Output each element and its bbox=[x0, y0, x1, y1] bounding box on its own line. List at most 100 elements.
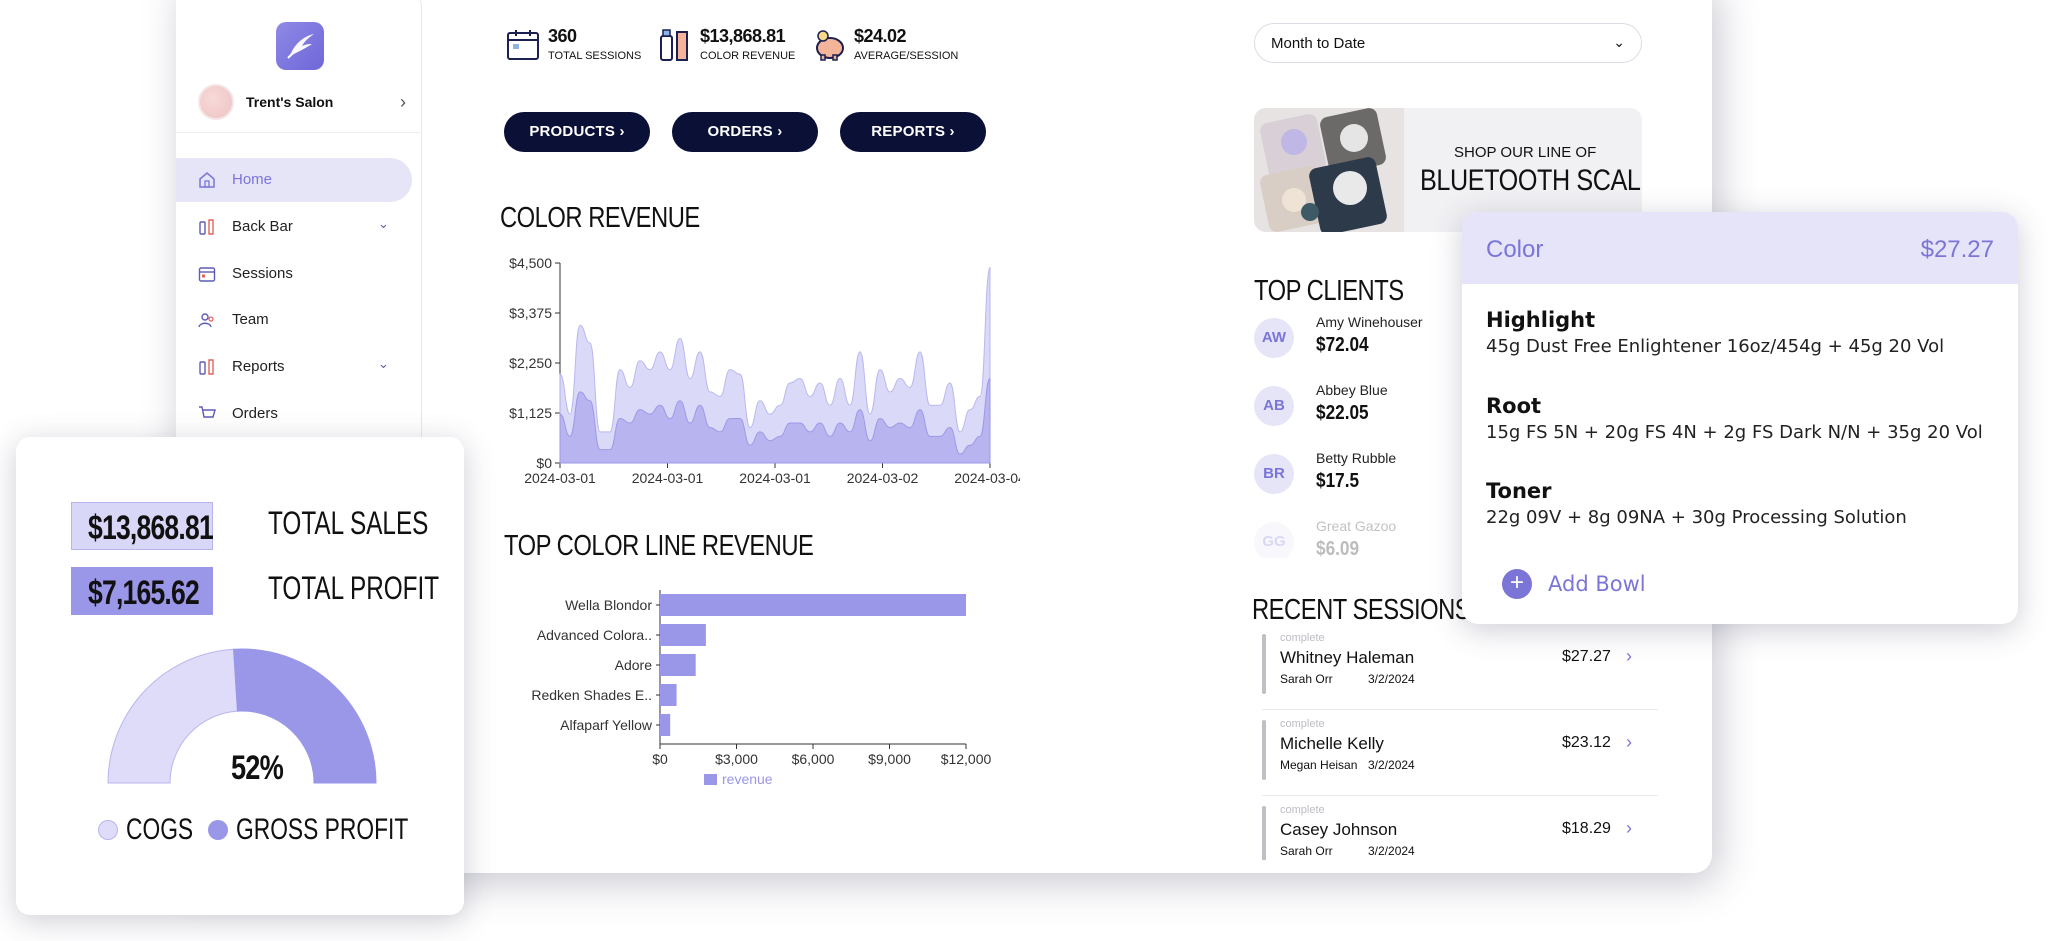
session-date: 3/2/2024 bbox=[1368, 758, 1415, 772]
total-profit-label: TOTAL PROFIT bbox=[268, 570, 440, 606]
session-row[interactable]: complete Casey Johnson Sarah Orr 3/2/202… bbox=[1262, 800, 1658, 860]
x-tick-label: 2024-03-01 bbox=[524, 470, 596, 486]
app-logo[interactable] bbox=[276, 22, 324, 70]
banner-line2: BLUETOOTH SCALES bbox=[1420, 164, 1642, 197]
sidebar-item-home[interactable]: Home bbox=[176, 158, 412, 202]
orders-button-label: ORDERS bbox=[707, 123, 773, 140]
calendar-icon bbox=[507, 30, 539, 60]
legend-label: revenue bbox=[722, 771, 773, 787]
sidebar-item-sessions[interactable]: Sessions bbox=[176, 252, 412, 296]
bowl-item[interactable]: Toner 22g 09V + 8g 09NA + 30g Processing… bbox=[1486, 479, 1907, 528]
sales-profit-card: $13,868.81 TOTAL SALES $7,165.62 TOTAL P… bbox=[16, 437, 464, 915]
chevron-down-icon[interactable]: ⌄ bbox=[378, 216, 389, 231]
x-tick-label: 2024-03-02 bbox=[847, 470, 919, 486]
session-status-bar bbox=[1262, 720, 1266, 780]
chevron-down-icon: ⌄ bbox=[1613, 34, 1625, 50]
session-row[interactable]: complete Whitney Haleman Sarah Orr 3/2/2… bbox=[1262, 628, 1658, 710]
x-tick-label: $9,000 bbox=[868, 751, 911, 767]
revenue-bar bbox=[660, 714, 671, 736]
orders-button[interactable]: ORDERS › bbox=[672, 112, 818, 152]
client-avatar: BR bbox=[1254, 454, 1294, 494]
stat-value: $24.02 bbox=[854, 26, 907, 46]
session-status-bar bbox=[1262, 806, 1266, 860]
x-tick-label: 2024-03-04 bbox=[954, 470, 1020, 486]
color-service-card: Color $27.27 Highlight 45g Dust Free Enl… bbox=[1462, 212, 2018, 624]
stat-value: 360 bbox=[548, 26, 577, 46]
bottles-icon bbox=[660, 29, 688, 61]
session-status-bar bbox=[1262, 634, 1266, 694]
sidebar-item-back-bar[interactable]: Back Bar ⌄ bbox=[176, 205, 412, 249]
bowl-item[interactable]: Root 15g FS 5N + 20g FS 4N + 2g FS Dark … bbox=[1486, 394, 1983, 443]
client-avatar: AW bbox=[1254, 318, 1294, 358]
session-amount: $27.27 bbox=[1562, 648, 1611, 665]
gauge-percent: 52% bbox=[230, 749, 284, 787]
x-tick-label: 2024-03-01 bbox=[739, 470, 811, 486]
salon-avatar bbox=[198, 84, 234, 120]
sidebar: Trent's Salon › Home Back Bar ⌄ Sessions… bbox=[176, 0, 422, 460]
client-item[interactable]: AB Abbey Blue $22.05 bbox=[1254, 380, 1494, 430]
category-label: Alfaparf Yellow bbox=[560, 717, 653, 733]
profit-gauge-chart bbox=[107, 648, 377, 784]
x-tick-label: $6,000 bbox=[792, 751, 835, 767]
total-sales-box: $13,868.81 bbox=[71, 502, 214, 550]
bowl-name: Root bbox=[1486, 394, 1542, 418]
client-item[interactable]: BR Betty Rubble $17.5 bbox=[1254, 448, 1494, 498]
chevron-right-icon: › bbox=[1626, 646, 1632, 666]
session-stylist: Sarah Orr bbox=[1280, 672, 1333, 686]
sidebar-item-label: Back Bar bbox=[232, 218, 293, 235]
chevron-right-icon: › bbox=[949, 123, 955, 140]
total-profit-value: $7,165.62 bbox=[88, 574, 200, 612]
y-tick-label: $1,125 bbox=[509, 405, 552, 421]
y-tick-label: $0 bbox=[536, 455, 552, 471]
legend-swatch bbox=[704, 774, 717, 785]
stat-label: COLOR REVENUE bbox=[700, 50, 796, 62]
y-tick-label: $4,500 bbox=[509, 255, 552, 271]
revenue-bar bbox=[660, 684, 677, 706]
stat-value: $13,868.81 bbox=[700, 26, 786, 46]
bowl-name: Toner bbox=[1486, 479, 1552, 503]
products-button[interactable]: PRODUCTS › bbox=[504, 112, 650, 152]
client-name: Amy Winehouser bbox=[1316, 314, 1423, 330]
session-client: Michelle Kelly bbox=[1280, 734, 1384, 753]
sidebar-item-label: Orders bbox=[232, 405, 278, 422]
y-tick-label: $3,375 bbox=[509, 305, 552, 321]
client-item[interactable]: GG Great Gazoo $6.09 bbox=[1254, 516, 1494, 558]
top-clients-title: TOP CLIENTS bbox=[1254, 275, 1404, 307]
session-stylist: Megan Heisan bbox=[1280, 758, 1358, 772]
total-sales-value: $13,868.81 bbox=[88, 509, 214, 547]
salon-name: Trent's Salon bbox=[246, 94, 334, 110]
date-range-select[interactable]: Month to Date ⌄ bbox=[1254, 23, 1642, 63]
client-avatar: GG bbox=[1254, 522, 1294, 558]
reports-button[interactable]: REPORTS › bbox=[840, 112, 986, 152]
session-row[interactable]: complete Michelle Kelly Megan Heisan 3/2… bbox=[1262, 714, 1658, 796]
feather-logo-icon bbox=[287, 34, 314, 59]
chevron-right-icon: › bbox=[1626, 818, 1632, 838]
session-stylist: Sarah Orr bbox=[1280, 844, 1333, 858]
sidebar-item-label: Team bbox=[232, 311, 269, 328]
stat-label: AVERAGE/SESSION bbox=[854, 50, 959, 62]
color-revenue-chart: $0 $1,125 $2,250 $3,375 $4,500 2024-03-01 2024… bbox=[509, 255, 1020, 486]
client-name: Abbey Blue bbox=[1316, 382, 1388, 398]
sidebar-item-orders[interactable]: Orders bbox=[176, 392, 412, 436]
team-icon bbox=[198, 311, 216, 329]
home-icon bbox=[198, 171, 216, 189]
session-date: 3/2/2024 bbox=[1368, 844, 1415, 858]
bluetooth-scales-banner[interactable]: SHOP OUR LINE OF BLUETOOTH SCALES bbox=[1254, 108, 1642, 232]
plus-icon: + bbox=[1502, 569, 1532, 599]
chevron-right-icon: › bbox=[619, 123, 625, 140]
bowl-name: Highlight bbox=[1486, 308, 1596, 332]
chevron-down-icon[interactable]: ⌄ bbox=[378, 356, 389, 371]
add-bowl-label: Add Bowl bbox=[1548, 572, 1646, 596]
cogs-legend-label: COGS bbox=[126, 813, 194, 846]
x-tick-label: 2024-03-01 bbox=[632, 470, 704, 486]
salon-switcher[interactable]: Trent's Salon › bbox=[198, 84, 406, 124]
chevron-right-icon: › bbox=[777, 123, 783, 140]
gross-profit-slice bbox=[233, 648, 377, 784]
sidebar-item-reports[interactable]: Reports ⌄ bbox=[176, 345, 412, 389]
client-item[interactable]: AW Amy Winehouser $72.04 bbox=[1254, 312, 1494, 362]
piggy-bank-icon bbox=[816, 30, 844, 61]
gross-profit-legend-label: GROSS PROFIT bbox=[236, 813, 409, 846]
gross-profit-legend-swatch bbox=[208, 820, 228, 840]
sidebar-item-team[interactable]: Team bbox=[176, 298, 412, 342]
bowl-item[interactable]: Highlight 45g Dust Free Enlightener 16oz… bbox=[1486, 308, 1944, 357]
